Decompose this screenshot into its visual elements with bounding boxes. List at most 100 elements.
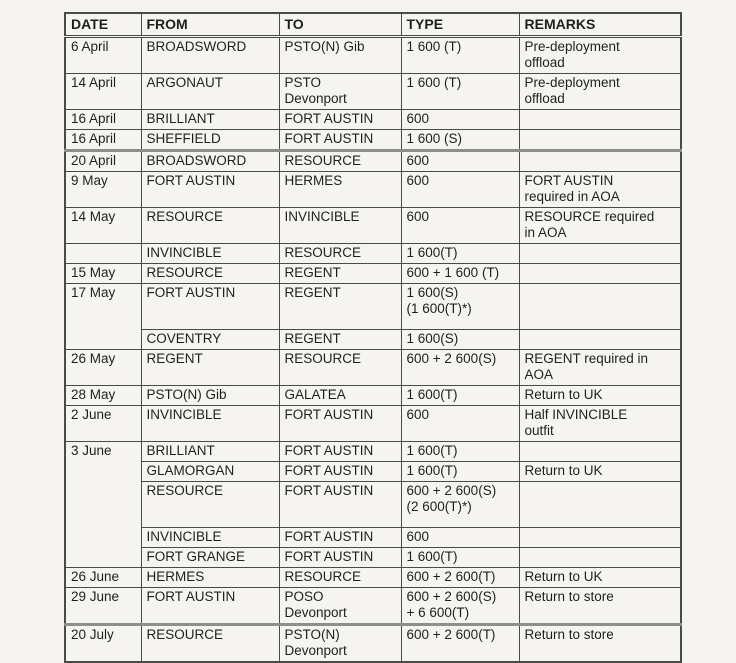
cell-to: FORT AUSTIN [278, 547, 402, 568]
column-header-remarks: REMARKS [518, 12, 682, 38]
cell-type: 600 [400, 109, 520, 130]
cell-to: FORT AUSTIN [278, 461, 402, 482]
cell-to: RESOURCE [278, 349, 402, 386]
table-row: 28 May PSTO(N) Gib GALATEA 1 600(T) Return t… [64, 385, 682, 406]
cell-from: INVINCIBLE [140, 527, 280, 548]
cell-type: 1 600(T) [400, 547, 520, 568]
table-row: 3 June BRILLIANT FORT AUSTIN 1 600(T) [64, 441, 682, 568]
cell-remarks: Half INVINCIBLE outfit [518, 405, 682, 442]
cell-remarks [518, 481, 682, 528]
cell-date: 16 April [64, 109, 142, 130]
cell-to: FORT AUSTIN [278, 527, 402, 548]
table-row: 16 April BRILLIANT FORT AUSTIN 600 [64, 109, 682, 130]
table-row: 2 June INVINCIBLE FORT AUSTIN 600 Half INVIN… [64, 405, 682, 442]
cell-from: RESOURCE [140, 263, 280, 284]
cell-remarks: REGENT required in AOA [518, 349, 682, 386]
cell-from: INVINCIBLE [140, 243, 280, 264]
column-header-to: TO [278, 12, 402, 38]
cell-type: 600 + 2 600(S) (2 600(T)*) [400, 481, 520, 528]
cell-remarks: Pre-deployment offload [518, 36, 682, 74]
cell-remarks [518, 441, 682, 462]
cell-to: HERMES [278, 171, 402, 208]
cell-from: HERMES [140, 567, 280, 588]
column-header-date: DATE [64, 12, 142, 38]
cell-to: RESOURCE [278, 150, 402, 172]
cell-type: 600 [400, 405, 520, 442]
table-row: COVENTRY REGENT 1 600(S) [65, 329, 682, 350]
cell-remarks [518, 283, 682, 330]
cell-date: 2 June [64, 405, 142, 442]
cell-from: BROADSWORD [140, 36, 280, 74]
table-row: 16 April SHEFFIELD FORT AUSTIN 1 600 (S) [64, 129, 682, 152]
cell-type: 600 + 2 600(S) [400, 349, 520, 386]
cell-type: 1 600(T) [400, 385, 520, 406]
cell-type: 600 + 2 600(T) [400, 567, 520, 588]
cell-to: FORT AUSTIN [278, 129, 402, 152]
cell-date: 14 April [64, 73, 142, 110]
cell-remarks [518, 243, 682, 264]
cell-from: RESOURCE [140, 207, 280, 244]
column-header-type: TYPE [400, 12, 520, 38]
cell-from: PSTO(N) Gib [140, 385, 280, 406]
cell-from: COVENTRY [140, 329, 280, 350]
cell-from: FORT GRANGE [140, 547, 280, 568]
cell-from: GLAMORGAN [140, 461, 280, 482]
table-row: 26 June HERMES RESOURCE 600 + 2 600(T) Retur… [64, 567, 682, 588]
table-row: 15 May RESOURCE REGENT 600 + 1 600 (T) [64, 263, 682, 284]
table-body: 6 April BROADSWORD PSTO(N) Gib 1 600 (T) Pre… [64, 36, 682, 663]
cell-date: 29 June [64, 587, 142, 626]
cell-to: PSTO Devonport [278, 73, 402, 110]
cell-from: ARGONAUT [140, 73, 280, 110]
cell-to: FORT AUSTIN [278, 109, 402, 130]
cell-type: 600 + 1 600 (T) [400, 263, 520, 284]
cell-remarks [518, 129, 682, 152]
cell-type: 1 600(T) [400, 461, 520, 482]
cell-to: REGENT [278, 329, 402, 350]
cell-to: FORT AUSTIN [278, 441, 402, 462]
cell-type: 1 600 (T) [400, 36, 520, 74]
cell-remarks: Pre-deployment offload [518, 73, 682, 110]
table-row: INVINCIBLE RESOURCE 1 600(T) [64, 243, 682, 264]
cell-date: 6 April [64, 36, 142, 74]
table-row: 17 May FORT AUSTIN REGENT 1 600(S) (1 600(T… [64, 283, 682, 350]
cell-type: 1 600(T) [400, 243, 520, 264]
table-row: GLAMORGAN FORT AUSTIN 1 600(T) Return to UK [65, 461, 682, 482]
cell-to: FORT AUSTIN [278, 405, 402, 442]
cell-remarks: Return to UK [518, 461, 682, 482]
cell-remarks: Return to store [518, 624, 682, 663]
cell-remarks: Return to store [518, 587, 682, 626]
cell-type: 600 [400, 150, 520, 172]
table-row: FORT GRANGE FORT AUSTIN 1 600(T) [65, 547, 682, 568]
cell-date: 20 April [64, 150, 142, 172]
cell-from: BRILLIANT [140, 109, 280, 130]
cell-date: 28 May [64, 385, 142, 406]
cell-to: POSO Devonport [278, 587, 402, 626]
scanned-document-page: DATE FROM TO TYPE REMARKS 6 April BROADSW… [64, 12, 682, 663]
cell-remarks [518, 527, 682, 548]
cell-remarks: FORT AUSTIN required in AOA [518, 171, 682, 208]
cell-remarks: Return to UK [518, 385, 682, 406]
cell-from: FORT AUSTIN [140, 171, 280, 208]
table-row: 9 May FORT AUSTIN HERMES 600 FORT AUSTIN req… [64, 171, 682, 208]
table-row: 20 April BROADSWORD RESOURCE 600 [64, 150, 682, 172]
cell-from: SHEFFIELD [140, 129, 280, 152]
cell-date: 17 May [64, 283, 142, 350]
cell-to: RESOURCE [278, 567, 402, 588]
cell-type: 600 [400, 527, 520, 548]
cell-type: 600 [400, 207, 520, 244]
cell-remarks: Return to UK [518, 567, 682, 588]
cell-to: INVINCIBLE [278, 207, 402, 244]
cell-type: 1 600(T) [400, 441, 520, 462]
cell-remarks [518, 109, 682, 130]
cell-type: 600 + 2 600(S) + 6 600(T) [400, 587, 520, 626]
cell-date: 26 May [64, 349, 142, 386]
cell-to: RESOURCE [278, 243, 402, 264]
cell-to: GALATEA [278, 385, 402, 406]
cell-type: 1 600 (T) [400, 73, 520, 110]
cell-date: 20 July [64, 624, 142, 663]
cell-from: FORT AUSTIN [140, 587, 280, 626]
table-row: INVINCIBLE FORT AUSTIN 600 [65, 527, 682, 548]
cell-type: 1 600 (S) [400, 129, 520, 152]
transfer-schedule-table: DATE FROM TO TYPE REMARKS 6 April BROADSW… [64, 12, 682, 663]
cell-from: RESOURCE [140, 624, 280, 663]
